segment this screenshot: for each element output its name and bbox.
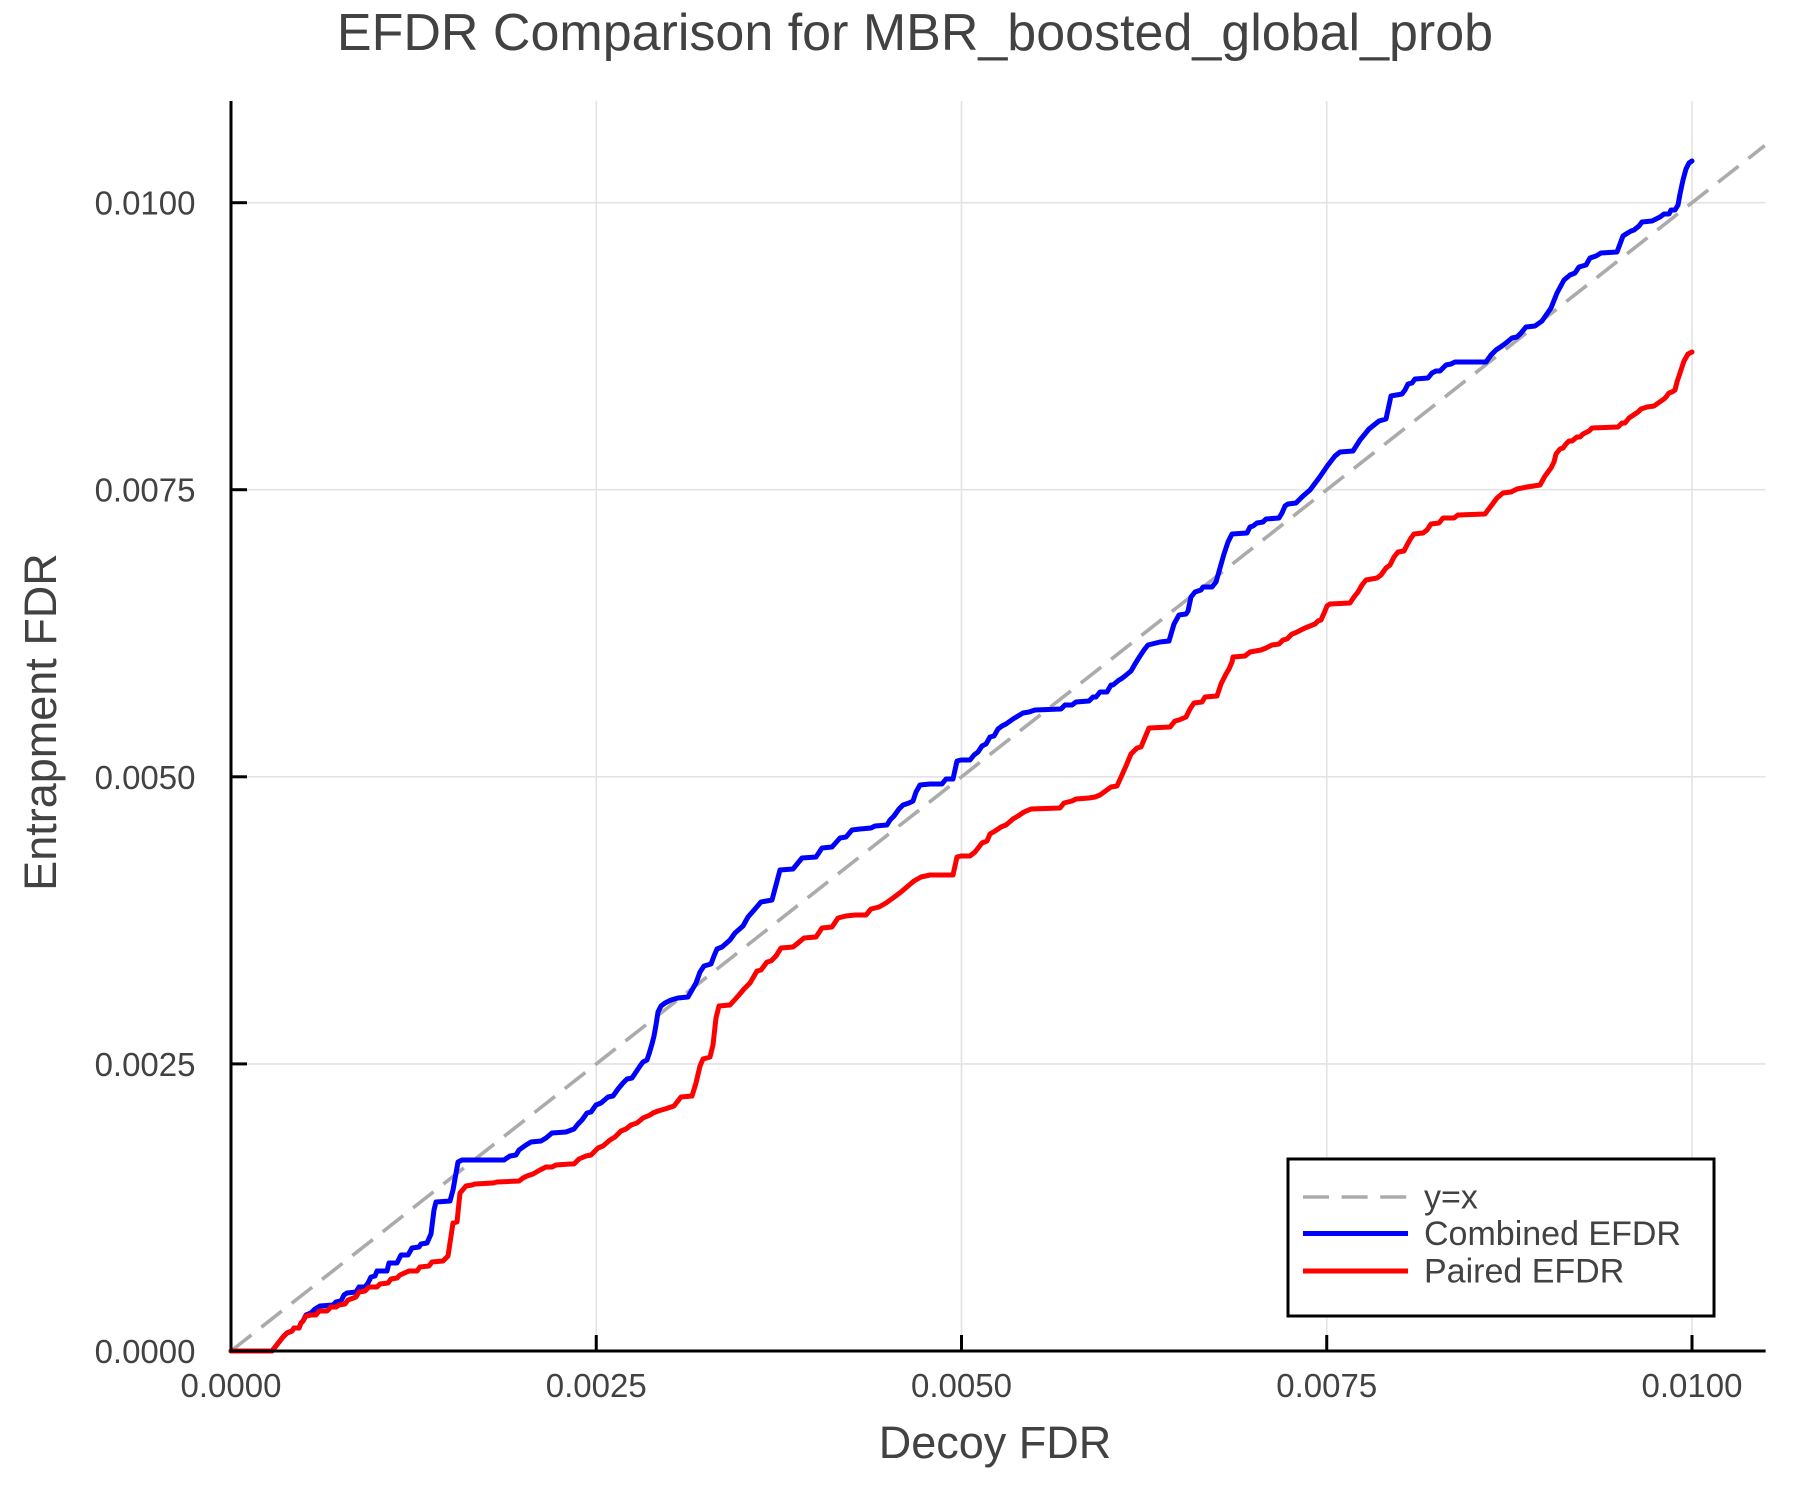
svg-text:Entrapment FDR: Entrapment FDR: [15, 553, 66, 891]
svg-text:Combined EFDR: Combined EFDR: [1424, 1215, 1681, 1253]
svg-text:0.0000: 0.0000: [95, 1333, 196, 1370]
svg-text:0.0100: 0.0100: [95, 185, 196, 222]
svg-text:0.0050: 0.0050: [95, 759, 196, 796]
svg-text:0.0025: 0.0025: [95, 1046, 196, 1083]
svg-text:0.0000: 0.0000: [181, 1367, 282, 1404]
svg-text:Paired EFDR: Paired EFDR: [1424, 1253, 1624, 1291]
svg-text:0.0025: 0.0025: [546, 1367, 647, 1404]
svg-text:y=x: y=x: [1424, 1179, 1478, 1217]
svg-text:Decoy FDR: Decoy FDR: [879, 1417, 1112, 1468]
svg-text:EFDR Comparison for MBR_booste: EFDR Comparison for MBR_boosted_global_p…: [337, 4, 1493, 62]
svg-text:0.0075: 0.0075: [95, 472, 196, 509]
svg-text:0.0100: 0.0100: [1642, 1367, 1743, 1404]
svg-text:0.0075: 0.0075: [1276, 1367, 1377, 1404]
svg-text:0.0050: 0.0050: [911, 1367, 1012, 1404]
